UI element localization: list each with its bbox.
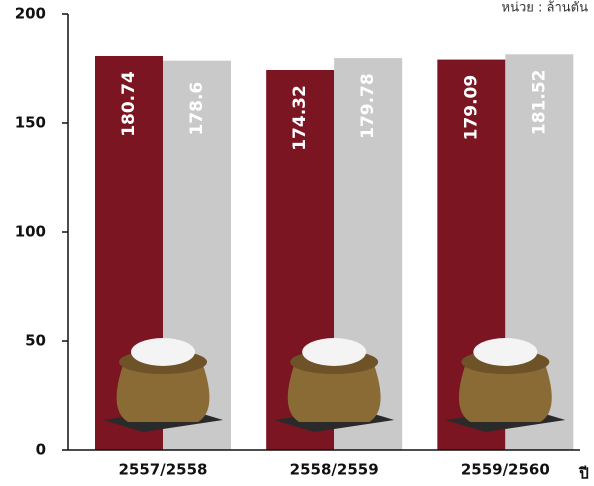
- x-tick-label: 2558/2559: [290, 461, 379, 479]
- value-label: 179.78: [358, 73, 378, 139]
- value-label: 179.09: [461, 75, 481, 141]
- sack-rice: [131, 338, 195, 366]
- value-label: 181.52: [529, 69, 549, 135]
- y-tick-label: 200: [15, 5, 46, 23]
- y-tick-label: 100: [15, 223, 46, 241]
- chart: หน่วย : ล้านตัน ปี 0 50 100 150 200 180.74 178…: [0, 0, 594, 486]
- y-tick-label: 50: [25, 332, 46, 350]
- value-label: 180.74: [119, 71, 139, 137]
- y-tick-label: 0: [36, 441, 46, 459]
- sack-rice: [473, 338, 537, 366]
- value-label: 178.6: [187, 82, 207, 136]
- y-tick-label: 150: [15, 114, 46, 132]
- value-label: 174.32: [290, 85, 310, 151]
- x-tick-label: 2557/2558: [119, 461, 208, 479]
- x-axis-label: ปี: [578, 465, 588, 483]
- sack-rice: [302, 338, 366, 366]
- x-tick-label: 2559/2560: [461, 461, 550, 479]
- unit-note: หน่วย : ล้านตัน: [502, 1, 589, 16]
